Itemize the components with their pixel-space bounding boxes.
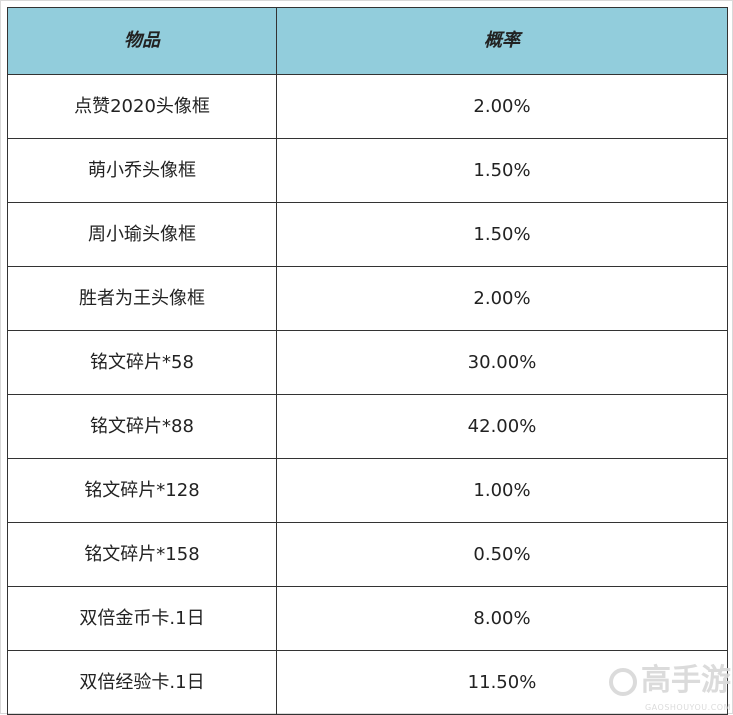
table-header-row: 物品 概率 bbox=[7, 7, 728, 75]
probability-cell: 1.50% bbox=[276, 138, 728, 203]
item-cell: 双倍金币卡.1日 bbox=[7, 586, 277, 651]
item-cell: 铭文碎片*88 bbox=[7, 394, 277, 459]
table-row: 铭文碎片*128 1.00% bbox=[7, 458, 728, 523]
table-row: 双倍经验卡.1日 11.50% bbox=[7, 650, 728, 715]
probability-cell: 30.00% bbox=[276, 330, 728, 395]
probability-table: 物品 概率 点赞2020头像框 2.00% 萌小乔头像框 1.50% 周小瑜头像框 1.5… bbox=[7, 7, 728, 715]
table-row: 周小瑜头像框 1.50% bbox=[7, 202, 728, 267]
probability-cell: 1.50% bbox=[276, 202, 728, 267]
probability-cell: 2.00% bbox=[276, 74, 728, 139]
table-row: 萌小乔头像框 1.50% bbox=[7, 138, 728, 203]
item-cell: 萌小乔头像框 bbox=[7, 138, 277, 203]
item-cell: 铭文碎片*58 bbox=[7, 330, 277, 395]
probability-cell: 42.00% bbox=[276, 394, 728, 459]
table-row: 双倍金币卡.1日 8.00% bbox=[7, 586, 728, 651]
item-cell: 铭文碎片*158 bbox=[7, 522, 277, 587]
table-row: 胜者为王头像框 2.00% bbox=[7, 266, 728, 331]
item-cell: 周小瑜头像框 bbox=[7, 202, 277, 267]
table-row: 铭文碎片*88 42.00% bbox=[7, 394, 728, 459]
probability-cell: 2.00% bbox=[276, 266, 728, 331]
probability-cell: 8.00% bbox=[276, 586, 728, 651]
table-row: 点赞2020头像框 2.00% bbox=[7, 74, 728, 139]
table-row: 铭文碎片*158 0.50% bbox=[7, 522, 728, 587]
header-item: 物品 bbox=[7, 7, 277, 75]
item-cell: 铭文碎片*128 bbox=[7, 458, 277, 523]
item-cell: 双倍经验卡.1日 bbox=[7, 650, 277, 715]
table-row: 铭文碎片*58 30.00% bbox=[7, 330, 728, 395]
item-cell: 胜者为王头像框 bbox=[7, 266, 277, 331]
probability-cell: 0.50% bbox=[276, 522, 728, 587]
header-probability: 概率 bbox=[276, 7, 728, 75]
item-cell: 点赞2020头像框 bbox=[7, 74, 277, 139]
probability-cell: 1.00% bbox=[276, 458, 728, 523]
probability-cell: 11.50% bbox=[276, 650, 728, 715]
